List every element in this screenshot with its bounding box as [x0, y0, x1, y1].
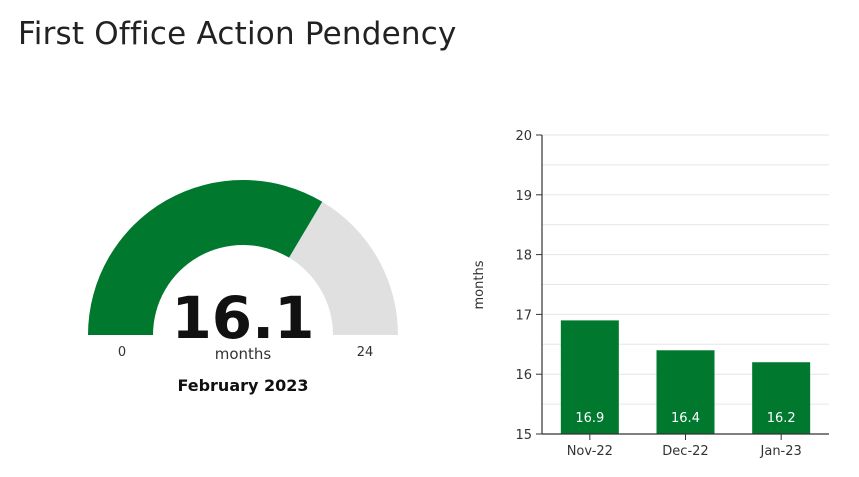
- bar-axes: 15 16 17 18 19 20 Nov-22 Dec-22 Jan-23: [515, 129, 829, 459]
- y-tick-label: 17: [515, 308, 532, 323]
- y-tick-label: 19: [515, 189, 532, 204]
- gauge-min-label: 0: [118, 345, 126, 360]
- y-tick-label: 18: [515, 249, 532, 264]
- bar-data-label: 16.4: [671, 411, 700, 426]
- gauge-fill: [88, 179, 323, 335]
- gauge-track: [289, 201, 398, 335]
- bar-data-label: 16.9: [575, 411, 604, 426]
- bar: [560, 320, 619, 434]
- bar-marks: 16.9 16.4 16.2: [560, 320, 811, 434]
- bar: [656, 350, 715, 434]
- y-tick-label: 20: [515, 129, 532, 144]
- bar-data-label: 16.2: [767, 411, 796, 426]
- gauge-unit: months: [215, 345, 272, 363]
- y-tick-label: 15: [515, 428, 532, 443]
- gauge-period: February 2023: [177, 376, 308, 395]
- x-tick-label: Nov-22: [567, 444, 613, 459]
- y-tick-label: 16: [515, 368, 532, 383]
- y-axis-label: months: [472, 260, 487, 309]
- x-tick-label: Dec-22: [662, 444, 708, 459]
- page-title: First Office Action Pendency: [18, 16, 457, 52]
- gauge-max-label: 24: [357, 345, 374, 360]
- bar: [752, 362, 811, 434]
- x-tick-label: Jan-23: [760, 444, 802, 459]
- gauge-value: 16.1: [171, 284, 314, 352]
